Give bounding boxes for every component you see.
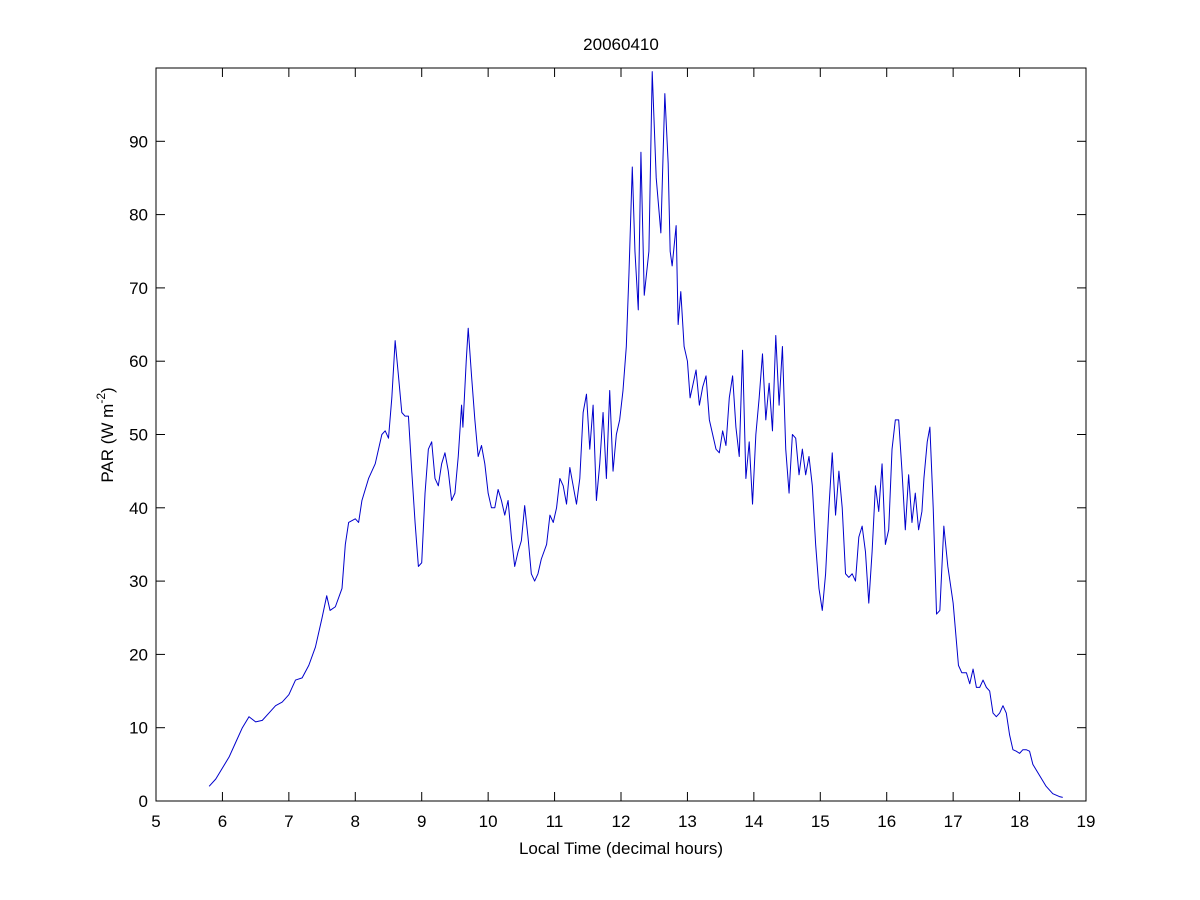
x-axis-label: Local Time (decimal hours) [519, 839, 723, 858]
x-tick-label: 18 [1010, 812, 1029, 831]
chart-title: 20060410 [583, 35, 659, 54]
x-tick-label: 14 [744, 812, 763, 831]
y-tick-label: 0 [139, 792, 148, 811]
y-tick-label: 70 [129, 279, 148, 298]
x-tick-label: 12 [612, 812, 631, 831]
x-tick-label: 17 [944, 812, 963, 831]
y-tick-label: 50 [129, 426, 148, 445]
data-line [208, 71, 1063, 798]
x-tick-label: 19 [1077, 812, 1096, 831]
y-tick-label: 90 [129, 132, 148, 151]
x-tick-label: 15 [811, 812, 830, 831]
y-tick-label: 20 [129, 645, 148, 664]
x-tick-label: 16 [877, 812, 896, 831]
y-tick-label: 40 [129, 499, 148, 518]
y-tick-label: 30 [129, 572, 148, 591]
y-axis-label-suffix: ) [98, 387, 117, 393]
y-tick-label: 60 [129, 352, 148, 371]
y-axis-label-superscript: -2 [94, 393, 108, 404]
y-tick-label: 10 [129, 719, 148, 738]
x-tick-label: 9 [417, 812, 426, 831]
y-tick-label: 80 [129, 206, 148, 225]
y-axis-label: PAR (W m-2) [94, 387, 117, 482]
x-tick-label: 7 [284, 812, 293, 831]
x-tick-label: 8 [351, 812, 360, 831]
x-tick-label: 6 [218, 812, 227, 831]
plot-frame [155, 67, 1087, 802]
x-tick-label: 10 [479, 812, 498, 831]
x-tick-label: 13 [678, 812, 697, 831]
x-tick-label: 11 [546, 812, 564, 831]
x-tick-label: 5 [151, 812, 160, 831]
y-axis-label-text: PAR (W m [98, 404, 117, 483]
